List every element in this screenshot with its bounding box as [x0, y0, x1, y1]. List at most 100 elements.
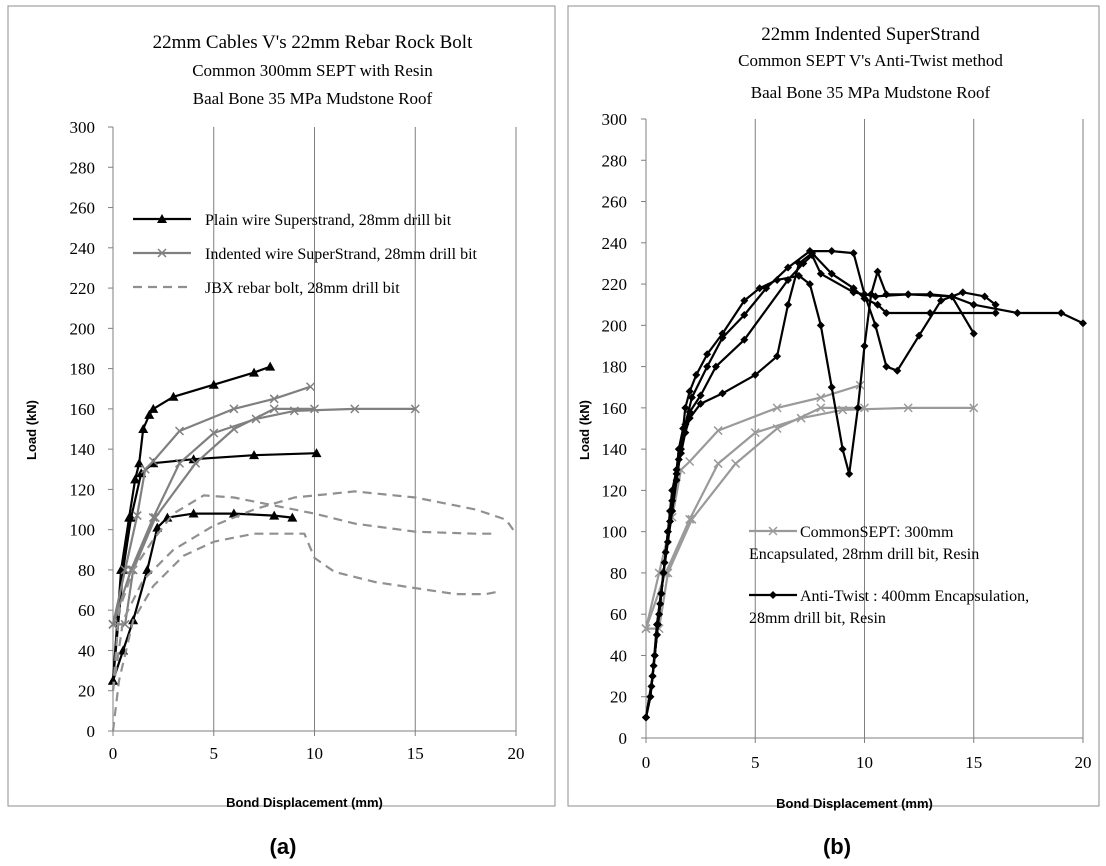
data-point: [769, 591, 777, 599]
y-tick-label: 100: [602, 523, 628, 542]
panel-label: (b): [823, 834, 851, 859]
data-point: [882, 362, 891, 371]
data-point: [740, 311, 749, 320]
data-point: [652, 620, 661, 629]
data-point: [799, 259, 808, 268]
data-point: [687, 514, 697, 524]
data-point: [873, 300, 882, 309]
data-point: [229, 424, 239, 434]
data-point: [718, 389, 727, 398]
y-tick-label: 300: [70, 118, 96, 137]
data-point: [969, 300, 978, 309]
data-point: [740, 296, 749, 305]
chart-frame: [567, 5, 1100, 807]
data-point: [108, 675, 118, 685]
series-group: [641, 247, 1087, 722]
y-tick-label: 200: [602, 316, 628, 335]
data-point: [311, 448, 322, 458]
data-point: [249, 450, 260, 460]
data-point: [703, 350, 712, 359]
y-tick-label: 20: [610, 688, 627, 707]
y-tick-label: 0: [87, 722, 96, 741]
data-point: [827, 269, 836, 278]
data-point: [208, 379, 219, 389]
data-point: [681, 403, 690, 412]
y-tick-label: 80: [78, 561, 95, 580]
data-point: [150, 513, 160, 523]
chart-frame: [7, 5, 556, 807]
y-tick-label: 200: [70, 319, 96, 338]
data-point: [827, 383, 836, 392]
y-tick-label: 40: [78, 641, 95, 660]
data-point: [703, 362, 712, 371]
x-tick-label: 15: [407, 744, 424, 763]
data-point: [696, 399, 705, 408]
data-point: [265, 361, 276, 371]
y-tick-label: 220: [70, 279, 96, 298]
data-point: [229, 404, 239, 414]
x-axis-label: Bond Displacement (mm): [226, 795, 383, 810]
data-point: [784, 300, 793, 309]
data-point: [805, 280, 814, 289]
data-point: [269, 394, 279, 404]
data-point: [654, 568, 664, 578]
y-tick-label: 100: [70, 521, 96, 540]
data-point: [762, 284, 771, 293]
chart-title-line: Common 300mm SEPT with Resin: [192, 61, 433, 80]
data-point: [696, 391, 705, 400]
data-point: [152, 522, 163, 532]
series-line: [111, 494, 496, 691]
legend-label: JBX rebar bolt, 28mm drill bit: [205, 280, 400, 297]
data-point: [174, 426, 185, 436]
data-point: [157, 248, 167, 258]
x-tick-label: 20: [508, 744, 525, 763]
data-point: [138, 424, 149, 433]
data-point: [1079, 319, 1087, 328]
data-point: [991, 308, 1000, 317]
data-point: [849, 249, 858, 258]
data-point: [1057, 308, 1066, 317]
data-point: [808, 251, 817, 260]
legend-label: Anti-Twist : 400mm Encapsulation,: [800, 588, 1029, 605]
data-point: [687, 393, 696, 402]
legend-label: Indented wire SuperStrand, 28mm drill bi…: [205, 246, 478, 263]
legend-label: 28mm drill bit, Resin: [749, 610, 886, 627]
x-tick-label: 5: [210, 744, 219, 763]
y-tick-label: 240: [70, 239, 96, 258]
data-point: [816, 321, 825, 330]
data-point: [642, 713, 650, 722]
data-point: [168, 391, 179, 401]
data-point: [713, 426, 723, 436]
data-point: [958, 288, 967, 297]
data-point: [784, 263, 793, 272]
data-point: [750, 428, 760, 438]
y-tick-label: 20: [78, 682, 95, 701]
data-point: [174, 458, 185, 468]
data-point: [130, 474, 141, 484]
data-point: [768, 526, 778, 536]
data-point: [926, 290, 935, 299]
data-point: [784, 275, 793, 284]
data-point: [893, 366, 902, 375]
data-point: [991, 300, 1000, 309]
x-tick-label: 10: [306, 744, 323, 763]
y-tick-label: 40: [610, 646, 627, 665]
data-point: [685, 514, 695, 524]
y-axis-label: Load (kN): [24, 400, 39, 460]
data-point: [228, 508, 239, 518]
data-point: [731, 459, 741, 469]
y-tick-label: 0: [619, 729, 628, 748]
data-point: [860, 341, 869, 350]
data-point: [838, 445, 847, 454]
x-tick-label: 20: [1075, 753, 1092, 772]
data-point: [659, 568, 668, 577]
y-tick-label: 160: [70, 400, 96, 419]
data-point: [969, 403, 979, 413]
data-point: [269, 510, 280, 520]
chart-panel-b: 22mm Indented SuperStrand Common SEPT V's…: [567, 5, 1100, 859]
y-tick-label: 140: [70, 440, 96, 459]
data-point: [269, 404, 279, 414]
data-point: [969, 329, 978, 338]
data-point: [882, 308, 891, 317]
